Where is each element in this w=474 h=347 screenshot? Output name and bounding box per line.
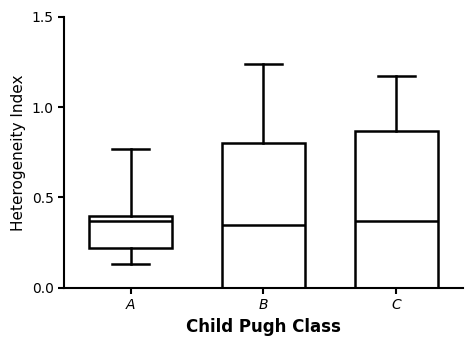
Bar (222, 143, 305, 288)
Bar (355, 130, 438, 288)
X-axis label: Child Pugh Class: Child Pugh Class (186, 318, 341, 336)
Y-axis label: Heterogeneity Index: Heterogeneity Index (11, 74, 26, 230)
Bar (89, 215, 172, 248)
